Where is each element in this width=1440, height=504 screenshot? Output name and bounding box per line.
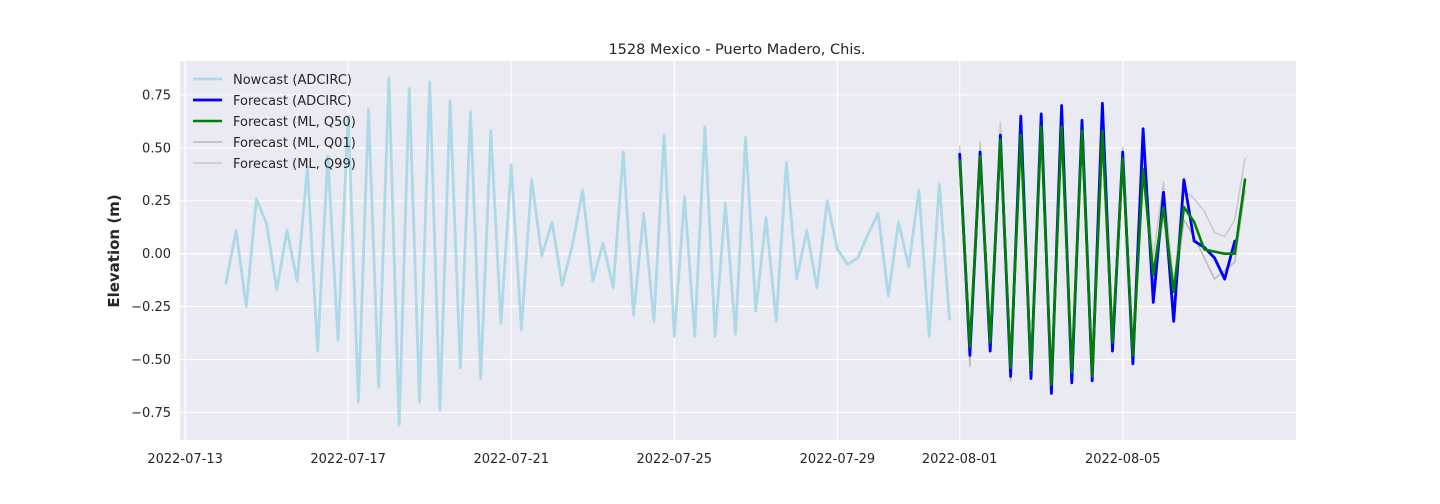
legend-label: Forecast (ML, Q99) [233, 157, 356, 172]
y-tick-label: −0.25 [131, 300, 171, 315]
series-line-forecast-ml-q50 [958, 125, 1247, 387]
legend: Nowcast (ADCIRC) Forecast (ADCIRC) Forecas… [193, 73, 356, 172]
y-tick-label: 0.25 [142, 194, 171, 209]
y-axis-label: Elevation (m) [105, 194, 123, 307]
y-tick-label: 0.50 [142, 141, 171, 156]
plot-area [180, 61, 1296, 440]
legend-label: Forecast (ML, Q50) [233, 115, 356, 130]
x-tick-label: 2022-08-01 [922, 452, 998, 467]
x-tick-label: 2022-08-05 [1085, 452, 1161, 467]
series-group [224, 76, 1247, 427]
x-tick-label: 2022-07-25 [637, 452, 713, 467]
y-tick-label: 0.00 [142, 247, 171, 262]
y-tick-label: 0.75 [142, 88, 171, 103]
series-line-nowcast-adcirc [224, 76, 951, 427]
x-tick-label: 2022-07-29 [800, 452, 876, 467]
legend-label: Forecast (ML, Q01) [233, 136, 356, 151]
x-tick-label: 2022-07-21 [473, 452, 549, 467]
x-tick-label: 2022-07-13 [147, 452, 223, 467]
chart-title: 1528 Mexico - Puerto Madero, Chis. [608, 42, 865, 58]
axis-ticks: 2022-07-13 2022-07-17 2022-07-21 2022-07-25… [131, 88, 1160, 467]
legend-label: Forecast (ADCIRC) [233, 94, 352, 109]
x-tick-label: 2022-07-17 [310, 452, 386, 467]
y-tick-label: −0.75 [131, 406, 171, 421]
legend-label: Nowcast (ADCIRC) [233, 73, 352, 88]
y-tick-label: −0.50 [131, 353, 171, 368]
